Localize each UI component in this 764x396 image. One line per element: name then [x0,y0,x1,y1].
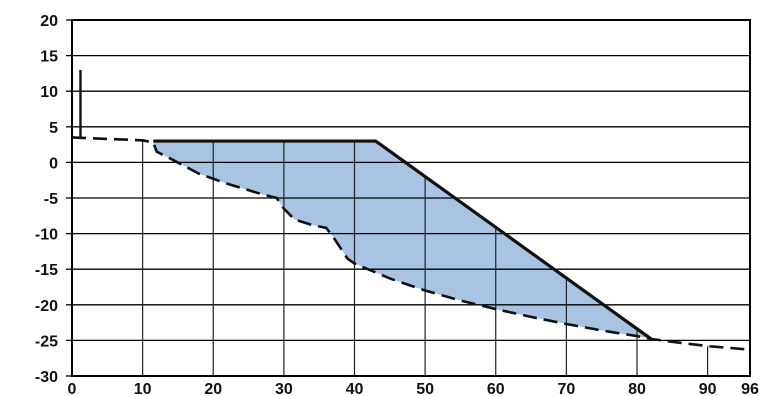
x-tick-label-10: 96 [741,381,759,396]
line-layer [71,69,751,351]
x-tick-label-9: 90 [699,381,717,396]
x-tick-label-4: 40 [346,381,364,396]
y-tick-label-8: -20 [35,298,58,315]
y-tick-label-0: 20 [40,13,58,30]
x-tick-label-1: 10 [134,381,152,396]
fill-layer [153,141,652,339]
y-tick-label-2: 10 [40,84,58,101]
x-tick-label-0: 0 [68,381,77,396]
y-tick-label-10: -30 [35,369,58,386]
x-tick-label-5: 50 [416,381,434,396]
y-tick-label-1: 15 [40,49,58,66]
fill-area [153,141,652,339]
y-tick-label-4: 0 [49,155,58,172]
y-tick-label-9: -25 [35,333,58,350]
x-tick-label-2: 20 [204,381,222,396]
x-tick-label-3: 30 [275,381,293,396]
y-tick-label-6: -10 [35,227,58,244]
x-tick-label-6: 60 [487,381,505,396]
original-ground-line [71,136,751,351]
section-layer [142,140,709,376]
design-profile-line [153,139,653,341]
x-tick-label-8: 80 [628,381,646,396]
y-tick-label-3: 5 [49,120,58,137]
x-tick-label-7: 70 [557,381,575,396]
y-tick-label-7: -15 [35,262,58,279]
grid-layer [72,54,750,342]
y-tick-label-5: -5 [44,191,58,208]
